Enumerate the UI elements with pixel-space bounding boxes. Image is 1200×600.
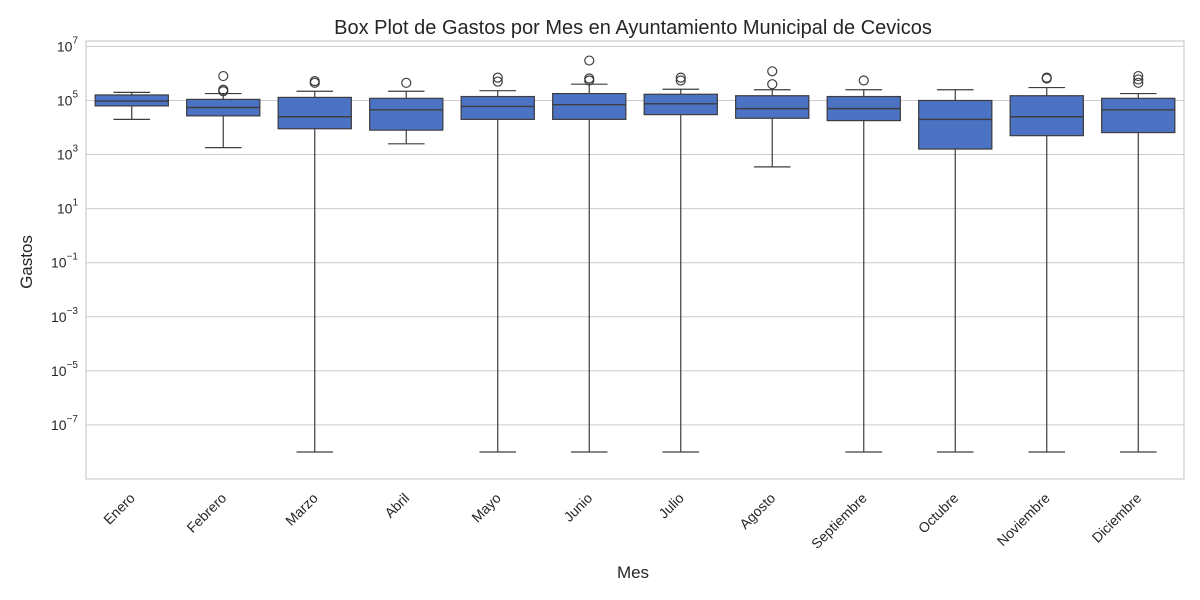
grid-lines [86,45,1184,426]
outlier-point [1133,74,1144,85]
y-tick-label: 10−1 [51,252,78,271]
x-tick-label: Julio [655,490,687,522]
y-tick-label: 10−5 [51,360,78,379]
outlier-point [675,75,686,86]
outlier-point [1133,70,1144,82]
box-iqr [460,95,535,120]
y-tick-label: 10−7 [51,414,78,433]
x-tick-label: Agosto [736,490,778,532]
box-octubre [918,89,993,453]
y-tick-label: 103 [57,144,79,163]
outlier-point [675,72,686,83]
y-tick-label: 107 [57,35,79,54]
box-iqr [277,96,352,130]
outlier-point [492,76,503,87]
box-septiembre [826,75,901,453]
box-diciembre [1101,70,1176,453]
box-iqr [918,99,993,150]
chart-title: Box Plot de Gastos por Mes en Ayuntamien… [334,17,932,39]
box-agosto [735,66,810,168]
y-tick-label: 105 [57,89,79,108]
box-abril [369,77,444,145]
x-tick-label: Junio [560,490,595,525]
y-axis-ticks: 10−7 10−5 10−3 10−1 101 103 105 107 [51,35,78,433]
outlier-point [767,79,778,90]
x-tick-label: Noviembre [994,490,1053,549]
box-junio [552,55,627,453]
x-tick-label: Diciembre [1088,490,1144,546]
outlier-point [218,70,229,82]
plot-frame [85,40,1185,480]
x-tick-label: Octubre [915,490,962,537]
outlier-point [858,75,869,86]
box-iqr [1101,97,1176,134]
box-julio [643,72,718,453]
y-tick-label: 10−3 [51,306,78,325]
box-enero [94,91,169,120]
outlier-point [1133,77,1144,88]
box-iqr [735,95,810,119]
x-tick-label: Abril [381,490,412,521]
x-axis-label: Mes [617,563,649,582]
box-iqr [1009,95,1084,137]
box-febrero [186,70,261,149]
outlier-point [584,55,595,66]
y-tick-label: 101 [57,198,79,217]
x-axis-ticks: Enero Febrero Marzo Abril Mayo Junio Julio Agos… [100,490,1144,552]
outlier-point [309,76,320,87]
x-tick-label: Enero [100,490,138,528]
x-tick-label: Septiembre [808,490,870,552]
outlier-point [492,72,503,83]
x-tick-label: Mayo [468,490,504,526]
outlier-point [584,73,595,84]
box-iqr [552,92,627,120]
box-iqr [369,97,444,131]
box-mayo [460,72,535,453]
outlier-point [1041,72,1052,83]
box-noviembre [1009,72,1084,453]
outlier-point [401,77,412,88]
outlier-point [218,84,229,95]
box-marzo [277,76,352,453]
x-tick-label: Marzo [282,490,321,529]
boxes [94,55,1176,453]
x-tick-label: Febrero [183,490,229,536]
y-axis-label: Gastos [17,235,36,289]
outlier-point [767,66,778,77]
